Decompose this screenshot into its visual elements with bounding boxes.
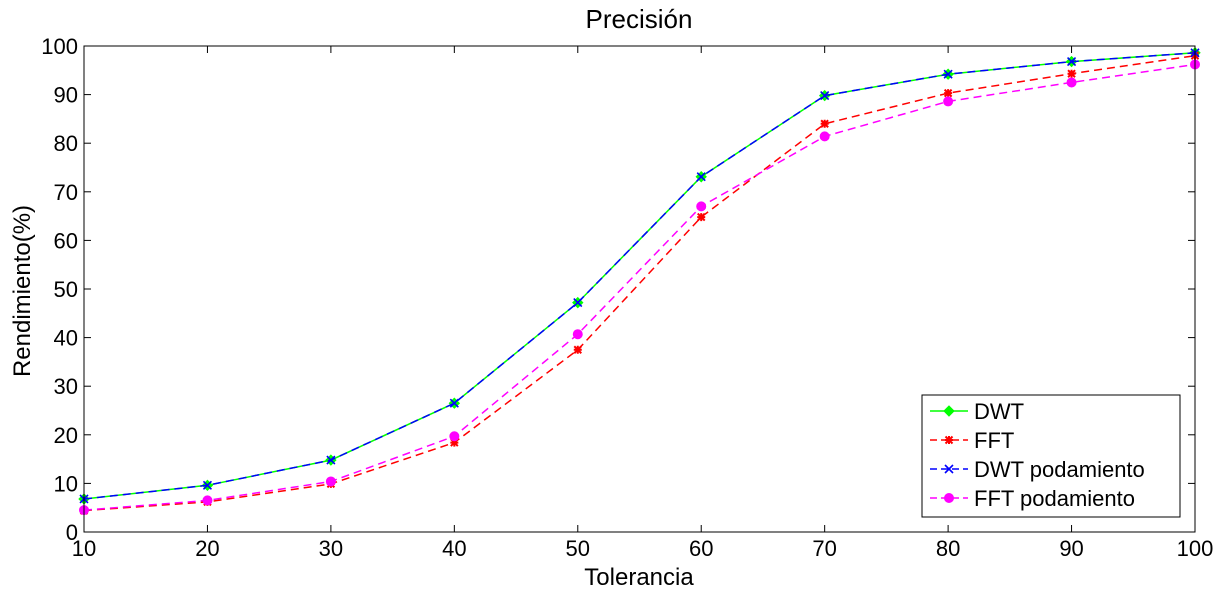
dwt-podamiento-line — [83, 52, 1196, 500]
x-tick-label: 60 — [689, 536, 713, 561]
x-tick-label: 90 — [1059, 536, 1083, 561]
legend-label-dwt: DWT — [974, 399, 1024, 424]
fft-podamiento-line — [83, 63, 1196, 511]
legend-box — [921, 394, 1181, 518]
dwt-podamiento-marker — [202, 480, 213, 490]
fft-podamiento-marker — [449, 431, 460, 442]
y-tick-label: 40 — [54, 326, 78, 351]
y-tick-label: 70 — [54, 180, 78, 205]
fft-marker — [697, 212, 706, 222]
legend-dwt-marker — [943, 405, 955, 417]
series-layer — [78, 47, 1201, 516]
fft-podamiento-marker — [943, 96, 954, 107]
fft-marker — [943, 88, 953, 98]
fft-podamiento-marker — [202, 495, 213, 506]
fft-podamiento-marker — [696, 201, 707, 212]
x-tick-label: 50 — [566, 536, 590, 561]
x-axis: 10 20 30 40 50 60 70 80 90 100 — [72, 46, 1214, 561]
dwt-podamiento-marker — [943, 69, 953, 79]
fft-podamiento-marker — [572, 329, 583, 340]
legend-fft-podamiento-marker — [944, 493, 954, 503]
fft-marker — [1067, 69, 1076, 78]
x-tick-label: 100 — [1177, 536, 1214, 561]
dwt-podamiento-marker — [573, 298, 583, 308]
dwt-podamiento-marker — [820, 91, 830, 101]
fft-podamiento-marker — [819, 131, 830, 142]
fft-marker — [820, 119, 829, 128]
legend-dwt-podamiento-marker — [944, 464, 954, 474]
y-tick-label: 80 — [54, 131, 78, 156]
plot-frame — [83, 45, 1196, 533]
dwt-podamiento-marker — [696, 172, 706, 182]
fft-podamiento-marker — [325, 476, 336, 487]
y-axis: 0 10 20 30 40 50 60 70 80 90 100 — [41, 34, 1195, 545]
legend-label-dwt-podamiento: DWT podamiento — [974, 457, 1145, 482]
y-tick-label: 50 — [54, 277, 78, 302]
y-tick-label: 90 — [54, 83, 78, 108]
x-tick-label: 80 — [936, 536, 960, 561]
x-tick-label: 20 — [195, 536, 219, 561]
legend-label-fft-podamiento: FFT podamiento — [974, 486, 1135, 511]
y-tick-label: 20 — [54, 423, 78, 448]
legend-label-fft: FFT — [974, 428, 1014, 453]
legend: DWT FFT DWT podamiento FFT podamiento — [921, 394, 1181, 518]
y-tick-label: 10 — [54, 471, 78, 496]
dwt-podamiento-marker — [449, 398, 459, 408]
fft-line — [83, 54, 1196, 512]
x-tick-label: 40 — [442, 536, 466, 561]
y-tick-label: 60 — [54, 228, 78, 253]
y-axis-label: Rendimiento(%) — [9, 205, 36, 377]
fft-marker — [573, 345, 582, 354]
x-tick-label: 30 — [319, 536, 343, 561]
legend-fft-marker — [944, 435, 954, 445]
fft-marker — [450, 438, 459, 447]
x-axis-label: Tolerancia — [584, 564, 694, 589]
y-tick-label: 0 — [66, 520, 78, 545]
dwt-podamiento-marker — [1066, 56, 1077, 67]
y-tick-label: 100 — [41, 34, 78, 59]
dwt-podamiento-marker — [326, 455, 336, 465]
x-tick-label: 70 — [812, 536, 836, 561]
fft-podamiento-marker — [1066, 77, 1077, 88]
chart-title: Precisión — [586, 4, 693, 34]
y-tick-label: 30 — [54, 374, 78, 399]
x-tick-label: 10 — [72, 536, 96, 561]
